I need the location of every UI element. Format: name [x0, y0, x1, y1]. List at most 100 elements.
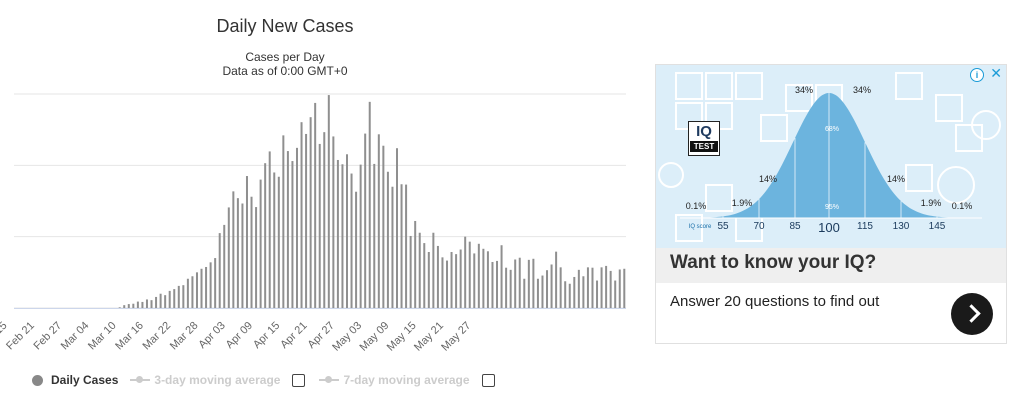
x-tick-label: Apr 03 — [196, 320, 227, 351]
legend-7day-marker — [319, 375, 340, 385]
x-tick-label: May 15 — [385, 320, 419, 354]
bar-daily-cases — [186, 278, 189, 308]
bar-daily-cases — [227, 207, 230, 308]
bar-daily-cases — [241, 203, 244, 308]
bar-daily-cases — [432, 232, 435, 308]
bar-daily-cases — [577, 269, 580, 308]
iq-score-tick-label: 130 — [893, 221, 910, 232]
curve-percent-label: 34% — [853, 85, 871, 95]
bar-daily-cases — [123, 305, 126, 308]
bar-daily-cases — [309, 117, 312, 309]
bar-daily-cases — [286, 151, 289, 308]
bar-daily-cases — [582, 276, 585, 308]
ad-next-button[interactable] — [951, 293, 993, 335]
decorative-puzzle-square — [675, 72, 703, 100]
ad-headline[interactable]: Want to know your IQ? — [670, 252, 877, 273]
bar-daily-cases — [273, 172, 276, 308]
bar-daily-cases — [518, 257, 521, 308]
legend-item-7day-average[interactable]: 7-day moving average — [319, 373, 470, 387]
decorative-circle — [971, 110, 1001, 140]
bar-daily-cases — [291, 161, 294, 308]
decorative-puzzle-square — [785, 84, 813, 112]
ad-info-icon[interactable]: i — [970, 68, 984, 82]
curve-percent-label: 14% — [887, 174, 905, 184]
bar-daily-cases — [359, 164, 362, 308]
bar-daily-cases — [141, 301, 144, 308]
decorative-puzzle-square — [675, 214, 703, 242]
bar-daily-cases — [564, 281, 567, 308]
bar-daily-cases — [464, 236, 467, 308]
bar-daily-cases — [200, 268, 203, 308]
x-tick-label: May 03 — [330, 320, 364, 354]
ad-image[interactable]: 0.1% 1.9% 14% 34% 34% 14% 1.9% 0.1% 68% 95% IQ sco… — [656, 65, 1006, 248]
bar-daily-cases — [541, 275, 544, 308]
bar-daily-cases — [232, 191, 235, 308]
bar-daily-cases — [505, 267, 508, 308]
bar-daily-cases — [268, 151, 271, 308]
bar-daily-cases — [127, 304, 130, 308]
legend-item-3day-average[interactable]: 3-day moving average — [130, 373, 280, 387]
toggle-3day-checkbox[interactable] — [292, 373, 306, 387]
bar-daily-cases — [223, 224, 226, 308]
bar-daily-cases — [509, 269, 512, 308]
bar-daily-cases — [159, 293, 162, 308]
bar-daily-cases — [441, 257, 444, 308]
bar-daily-cases — [491, 261, 494, 308]
bar-daily-cases — [155, 296, 158, 308]
ad-close-icon[interactable]: ✕ — [990, 65, 1002, 81]
iq-score-tick-label: 85 — [789, 221, 801, 232]
bar-daily-cases — [209, 262, 212, 308]
iq-bell-curve-graphic: 0.1% 1.9% 14% 34% 34% 14% 1.9% 0.1% 68% 95% IQ sco… — [656, 65, 1006, 248]
curve-percent-label: 0.1% — [686, 201, 707, 211]
bar-daily-cases — [314, 102, 317, 308]
legend-daily-cases-marker — [32, 374, 43, 386]
bar-daily-cases — [382, 145, 385, 308]
decorative-puzzle-square — [735, 72, 763, 100]
decorative-puzzle-square — [895, 72, 923, 100]
bar-daily-cases — [368, 101, 371, 308]
iq-score-axis-label: IQ score — [689, 224, 712, 230]
bar-daily-cases — [386, 171, 389, 308]
bar-daily-cases — [523, 278, 526, 308]
bar-daily-cases — [600, 267, 603, 308]
bar-daily-cases — [164, 295, 167, 308]
bar-daily-cases — [591, 267, 594, 308]
x-tick-label: Apr 09 — [224, 320, 255, 351]
bar-daily-cases — [605, 265, 608, 308]
iq-score-tick-label: 115 — [857, 221, 873, 232]
bar-daily-cases — [427, 252, 430, 308]
curve-inner-label: 95% — [825, 204, 839, 211]
x-tick-label: Apr 15 — [251, 320, 282, 351]
curve-percent-label: 14% — [759, 174, 777, 184]
chart-subtitle: Cases per Day Data as of 0:00 GMT+0 — [0, 50, 570, 78]
bar-daily-cases — [573, 276, 576, 308]
bar-daily-cases — [391, 186, 394, 308]
bar-daily-cases — [182, 285, 185, 308]
bar-daily-cases — [477, 243, 480, 308]
bar-daily-cases — [255, 207, 258, 308]
bar-daily-cases — [446, 260, 449, 308]
decorative-circle — [658, 162, 684, 188]
bar-daily-cases — [396, 148, 398, 308]
chart-subtitle-line-2: Data as of 0:00 GMT+0 — [222, 64, 348, 78]
curve-percent-label: 1.9% — [732, 198, 753, 208]
bar-daily-cases — [118, 307, 121, 308]
legend-item-daily-cases[interactable]: Daily Cases — [32, 373, 118, 387]
toggle-7day-checkbox[interactable] — [481, 373, 495, 387]
bar-daily-cases — [214, 258, 217, 308]
ad-description[interactable]: Answer 20 questions to find out — [670, 293, 880, 310]
iq-logo-subtext: TEST — [690, 141, 718, 152]
bar-daily-cases — [350, 173, 353, 308]
bar-daily-cases — [245, 176, 248, 308]
bar-daily-cases — [277, 176, 280, 308]
advertisement[interactable]: 0.1% 1.9% 14% 34% 34% 14% 1.9% 0.1% 68% 95% IQ sco… — [655, 64, 1007, 344]
x-tick-label: Apr 21 — [278, 320, 309, 351]
bar-daily-cases — [355, 191, 358, 308]
ad-headline-bar[interactable]: Want to know your IQ? — [656, 248, 1006, 283]
bar-daily-cases — [500, 245, 503, 308]
legend-3day-label: 3-day moving average — [154, 373, 281, 387]
bell-curve-area — [680, 93, 982, 218]
bar-daily-cases — [264, 163, 267, 308]
bar-daily-cases — [405, 184, 408, 308]
chart-title: Daily New Cases — [216, 16, 354, 36]
